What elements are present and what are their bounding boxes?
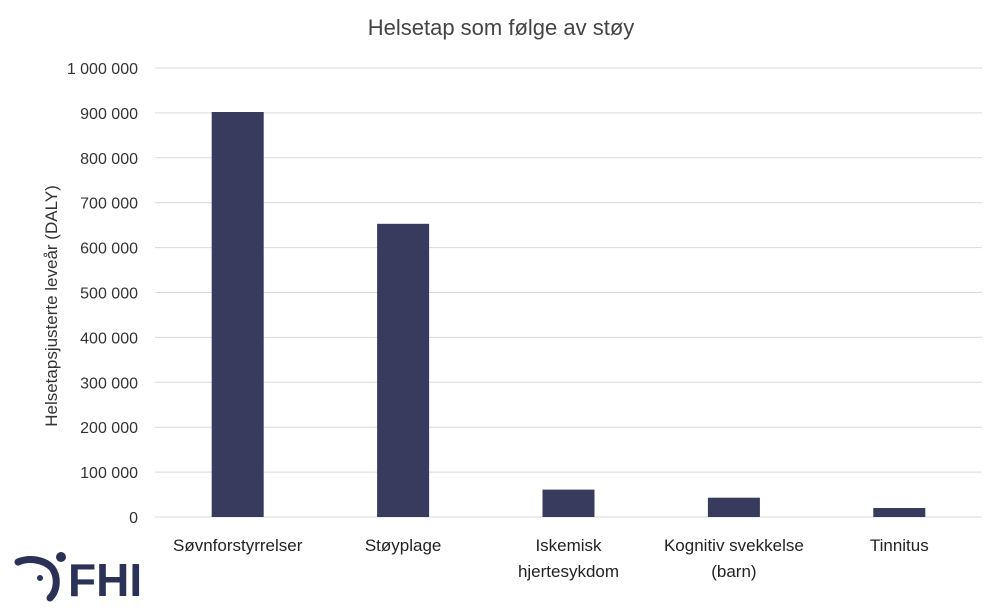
y-tick-label: 100 000 [80, 465, 138, 482]
x-category-label: Iskemisk hjertesykdom [518, 536, 619, 581]
x-category-label-line: (barn) [711, 562, 756, 581]
y-axis-ticks: 0 100 000 200 000 300 000 400 000 500 000 600 … [67, 61, 138, 527]
bars [211, 112, 926, 518]
bar [211, 112, 264, 517]
y-tick-label: 0 [129, 510, 138, 527]
bar [377, 223, 430, 518]
x-category-label-line: Søvnforstyrrelser [173, 536, 303, 555]
y-tick-label: 1 000 000 [67, 61, 138, 78]
gridlines [155, 67, 982, 518]
y-tick-label: 400 000 [80, 330, 138, 347]
x-axis-categories: Søvnforstyrrelser Støyplage Iskemisk hjerte… [173, 536, 929, 581]
x-category-label: Tinnitus [870, 536, 929, 555]
y-tick-label: 800 000 [80, 151, 138, 168]
x-category-label-line: Støyplage [365, 536, 442, 555]
x-category-label: Kognitiv svekkelse (barn) [664, 536, 804, 581]
y-tick-label: 600 000 [80, 241, 138, 258]
chart-title: Helsetap som følge av støy [368, 15, 635, 40]
bar [542, 489, 595, 517]
y-tick-label: 200 000 [80, 420, 138, 437]
fhi-logo: FHI [14, 552, 142, 606]
logo-small-dot-icon [37, 575, 43, 581]
logo-swoosh-icon [14, 556, 60, 602]
x-category-label: Søvnforstyrrelser [173, 536, 303, 555]
x-category-label-line: Kognitiv svekkelse [664, 536, 804, 555]
x-category-label-line: Tinnitus [870, 536, 929, 555]
logo-text: FHI [68, 554, 142, 606]
y-tick-label: 300 000 [80, 375, 138, 392]
bar [873, 508, 926, 517]
logo-dot-icon [56, 552, 66, 562]
y-tick-label: 900 000 [80, 106, 138, 123]
x-category-label-line: Iskemisk [535, 536, 602, 555]
y-axis-label: Helsetapsjusterte leveår (DALY) [42, 185, 61, 427]
bar [707, 497, 760, 517]
y-tick-label: 700 000 [80, 196, 138, 213]
y-tick-label: 500 000 [80, 286, 138, 303]
x-category-label-line: hjertesykdom [518, 562, 619, 581]
x-category-label: Støyplage [365, 536, 442, 555]
